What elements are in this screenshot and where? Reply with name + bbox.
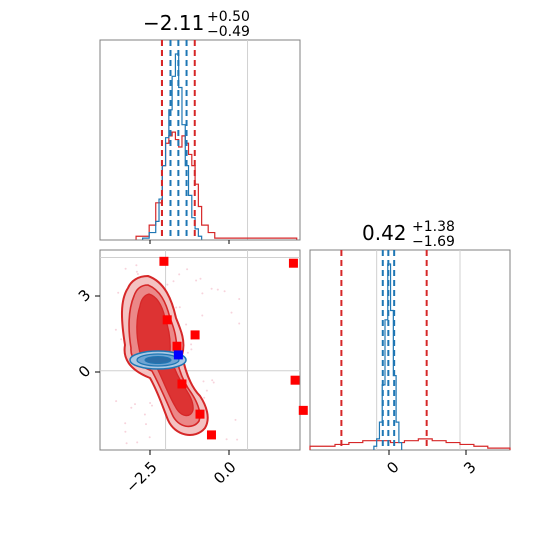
histogram-blue — [142, 53, 203, 240]
sample-point — [124, 430, 127, 433]
sample-point — [145, 423, 147, 426]
sample-point — [225, 438, 228, 441]
sample-point — [124, 267, 127, 270]
sample-point — [234, 418, 237, 421]
red-marker — [190, 330, 200, 340]
red-marker — [290, 375, 300, 385]
sample-point — [148, 436, 151, 439]
sample-point — [223, 290, 226, 293]
sample-point — [216, 288, 219, 291]
sample-point — [135, 264, 138, 267]
contour-inner — [144, 355, 172, 365]
red-marker — [159, 256, 169, 266]
sample-point — [199, 277, 202, 280]
sample-point — [130, 406, 133, 409]
sample-point — [203, 396, 206, 399]
quantile-lines — [340, 250, 428, 450]
x-tick-label: −2.5 — [122, 458, 160, 496]
sample-point — [135, 270, 138, 273]
title-plus: +0.50 — [207, 9, 250, 25]
bottom-right-axes-labels: 0 3 — [383, 450, 480, 478]
sample-point — [211, 379, 214, 382]
sample-point — [151, 404, 153, 407]
sample-point — [124, 422, 127, 425]
quantile-lines — [160, 40, 196, 240]
sample-point — [185, 323, 188, 326]
title-plus: +1.38 — [412, 219, 455, 235]
sample-point — [195, 279, 198, 282]
sample-point — [186, 268, 189, 271]
blue-marker — [173, 350, 183, 360]
title-minus: −0.49 — [207, 24, 250, 40]
sample-point — [212, 381, 215, 384]
sample-point — [166, 283, 169, 286]
truth-markers — [159, 256, 308, 440]
sample-point — [210, 287, 213, 290]
y-tick-label: 0 — [75, 362, 94, 381]
sample-point — [136, 273, 139, 275]
sample-point — [238, 298, 241, 300]
sample-point — [190, 343, 193, 346]
sample-point — [175, 306, 178, 309]
sample-point — [178, 273, 181, 276]
title-value: −2.11 — [143, 11, 204, 35]
red-marker — [288, 258, 298, 268]
histogram-red — [309, 438, 511, 450]
histogram-panel-bottom-right — [309, 249, 511, 451]
sample-point — [134, 403, 136, 406]
title-top-left: −2.11 +0.50 −0.49 — [143, 9, 250, 40]
red-marker — [177, 379, 187, 389]
sample-point — [120, 338, 123, 341]
sample-point — [172, 280, 175, 283]
sample-point — [143, 413, 146, 416]
gridlines — [376, 250, 461, 450]
sample-point — [238, 322, 241, 325]
sample-point — [178, 306, 181, 309]
panel-frame — [99, 39, 301, 241]
red-marker — [195, 409, 205, 419]
sample-point — [117, 291, 120, 294]
panel-frame — [309, 249, 511, 451]
title-bottom-right: 0.42 +1.38 −1.69 — [362, 219, 455, 250]
red-marker — [206, 430, 216, 440]
sample-point — [114, 328, 117, 331]
sample-point — [136, 441, 139, 444]
title-minus: −1.69 — [412, 234, 455, 250]
sample-point — [190, 348, 193, 351]
x-tick-label: 0.0 — [210, 458, 240, 488]
red-marker — [298, 405, 308, 415]
blue-density-contours — [129, 350, 187, 370]
y-tick-label: 3 — [75, 286, 94, 305]
sample-point — [205, 389, 208, 392]
sample-point — [201, 314, 204, 317]
sample-point — [149, 402, 152, 404]
x-tick-label: 3 — [460, 458, 479, 477]
red-marker — [172, 341, 182, 351]
red-marker — [162, 315, 172, 325]
histogram-panel-top-left — [99, 39, 301, 244]
sample-point — [186, 351, 189, 354]
sample-point — [236, 438, 239, 441]
sample-point — [230, 311, 233, 314]
sample-point — [115, 400, 118, 403]
contour-panel-bottom-left — [99, 249, 308, 451]
sample-point — [125, 442, 128, 445]
title-value: 0.42 — [362, 221, 407, 245]
sample-point — [201, 292, 204, 295]
sample-point — [202, 380, 205, 383]
x-tick-label: 0 — [383, 458, 402, 477]
